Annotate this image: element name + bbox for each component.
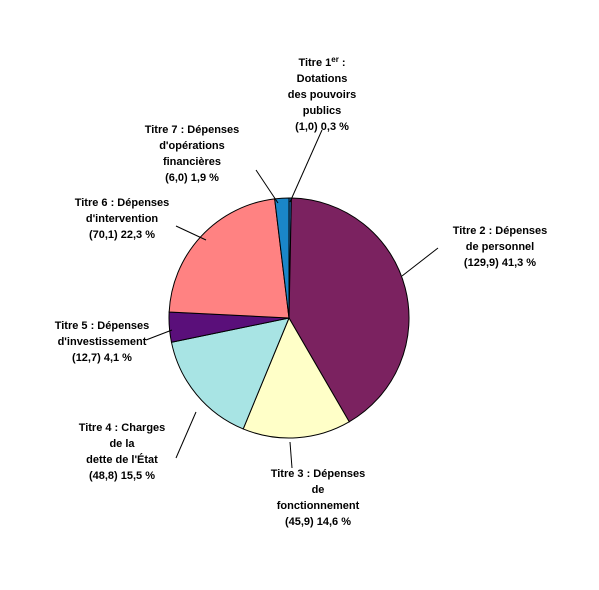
slice-label-titre-7: Titre 7 : Dépenses d'opérations financière… — [145, 124, 240, 184]
slice-label-titre-6: Titre 6 : Dépenses d'intervention (70,1) 2… — [75, 197, 170, 241]
slice-labels: Titre 1er : Dotations des pouvoirs publics(… — [55, 55, 548, 529]
leader-line-titre-2 — [401, 247, 439, 277]
slice-label-titre-4: Titre 4 : Charges de la dette de l'État (48… — [79, 422, 166, 482]
leader-line-titre-4 — [175, 411, 197, 459]
pie-slice-titre-3 — [242, 316, 350, 439]
leader-line-titre-3 — [289, 441, 293, 469]
leader-line-titre-5 — [145, 329, 173, 341]
pie-slice-titre-2 — [288, 197, 410, 423]
leader-line-titre-6 — [175, 225, 207, 241]
leader-line-titre-7 — [255, 169, 279, 204]
slice-label-titre-1: Titre 1er : Dotations des pouvoirs publics(… — [288, 55, 356, 134]
slice-label-titre-5: Titre 5 : Dépenses d'investissement (12,7)… — [55, 320, 150, 364]
leader-lines — [145, 129, 439, 469]
pie-slice-titre-6 — [168, 198, 290, 319]
pie-slices — [168, 197, 410, 439]
pie-slice-titre-4 — [170, 317, 290, 430]
leader-line-titre-1 — [289, 129, 323, 203]
slice-label-titre-2: Titre 2 : Dépenses de personnel (129,9) 41… — [453, 225, 548, 269]
slice-label-titre-3: Titre 3 : Dépenses de fonctionnement (45,9)… — [271, 468, 366, 528]
